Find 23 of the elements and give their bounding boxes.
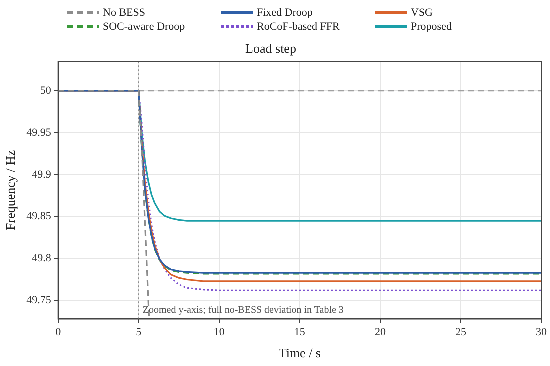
legend-label: Fixed Droop xyxy=(257,7,313,19)
y-tick-label: 49.95 xyxy=(26,126,52,139)
legend-label: Proposed xyxy=(411,21,452,33)
y-tick-label: 49.8 xyxy=(32,252,52,265)
x-tick-label: 30 xyxy=(536,326,548,339)
y-axis-title: Frequency / Hz xyxy=(3,150,18,230)
x-tick-label: 15 xyxy=(294,326,306,339)
x-tick-label: 10 xyxy=(214,326,226,339)
x-tick-label: 25 xyxy=(455,326,467,339)
x-tick-label: 5 xyxy=(136,326,142,339)
legend-label: No BESS xyxy=(103,7,146,19)
x-tick-label: 20 xyxy=(374,326,386,339)
y-tick-label: 49.85 xyxy=(26,210,52,223)
y-tick-label: 50 xyxy=(40,84,52,97)
x-axis-title: Time / s xyxy=(278,346,322,361)
legend-label: SOC-aware Droop xyxy=(103,21,186,33)
annotation: Zoomed y-axis; full no-BESS deviation in Table 3 xyxy=(142,304,344,316)
y-tick-label: 49.75 xyxy=(26,294,52,307)
y-tick-label: 49.9 xyxy=(32,168,52,181)
legend-label: RoCoF-based FFR xyxy=(257,21,340,33)
chart-title: Load step xyxy=(246,41,296,56)
x-tick-label: 0 xyxy=(56,326,62,339)
legend-label: VSG xyxy=(411,7,434,19)
